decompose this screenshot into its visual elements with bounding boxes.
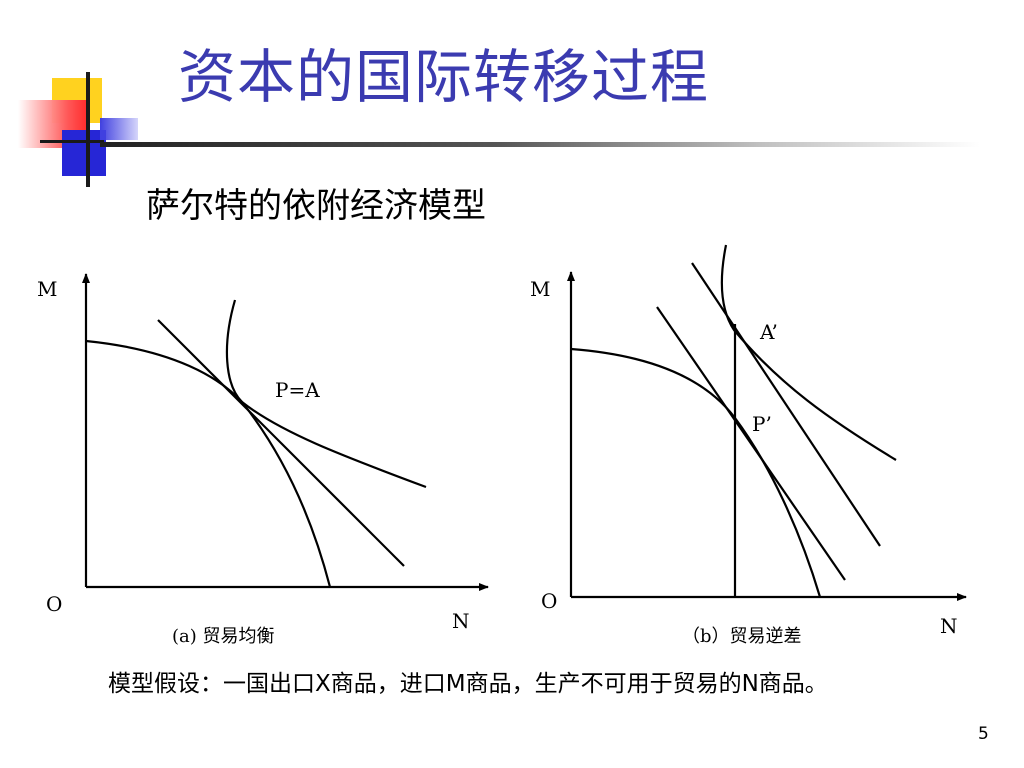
diagram-b-indifference-curve	[720, 244, 897, 461]
diagram-b-origin-label: O	[541, 589, 557, 613]
diagram-b-y-label: M	[530, 277, 550, 301]
diagram-b-production-frontier	[570, 347, 822, 598]
diagram-b	[567, 244, 967, 601]
decor-horizontal-line	[40, 140, 104, 143]
diagram-a-point-label: P=A	[275, 378, 320, 402]
model-assumption-text: 模型假设：一国出口X商品，进口M商品，生产不可用于贸易的N商品。	[108, 671, 828, 697]
slide-subtitle: 萨尔特的依附经济模型	[146, 186, 486, 226]
diagram-b-price-line-p	[656, 306, 846, 581]
decor-blue-square	[62, 130, 106, 176]
diagram-a-y-label: M	[37, 277, 57, 301]
diagram-b-price-line-a	[691, 262, 881, 547]
diagram-a	[82, 273, 489, 591]
diagram-a-origin-label: O	[46, 592, 62, 616]
decor-blue-strip	[100, 118, 138, 140]
diagram-a-price-line	[157, 319, 405, 567]
diagram-a-caption: (a) 贸易均衡	[172, 626, 275, 647]
diagram-b-point-p-label: P’	[752, 412, 772, 436]
diagram-b-point-a-label: A’	[759, 320, 778, 344]
slide-title: 资本的国际转移过程	[178, 43, 710, 111]
diagram-a-x-label: N	[452, 609, 470, 633]
title-underline	[100, 142, 980, 147]
diagram-a-indifference-curve	[225, 299, 427, 489]
page-number: 5	[978, 724, 989, 744]
decor-vertical-line	[86, 72, 90, 187]
diagram-b-x-label: N	[940, 614, 958, 638]
diagram-b-caption: （b）贸易逆差	[682, 626, 802, 647]
